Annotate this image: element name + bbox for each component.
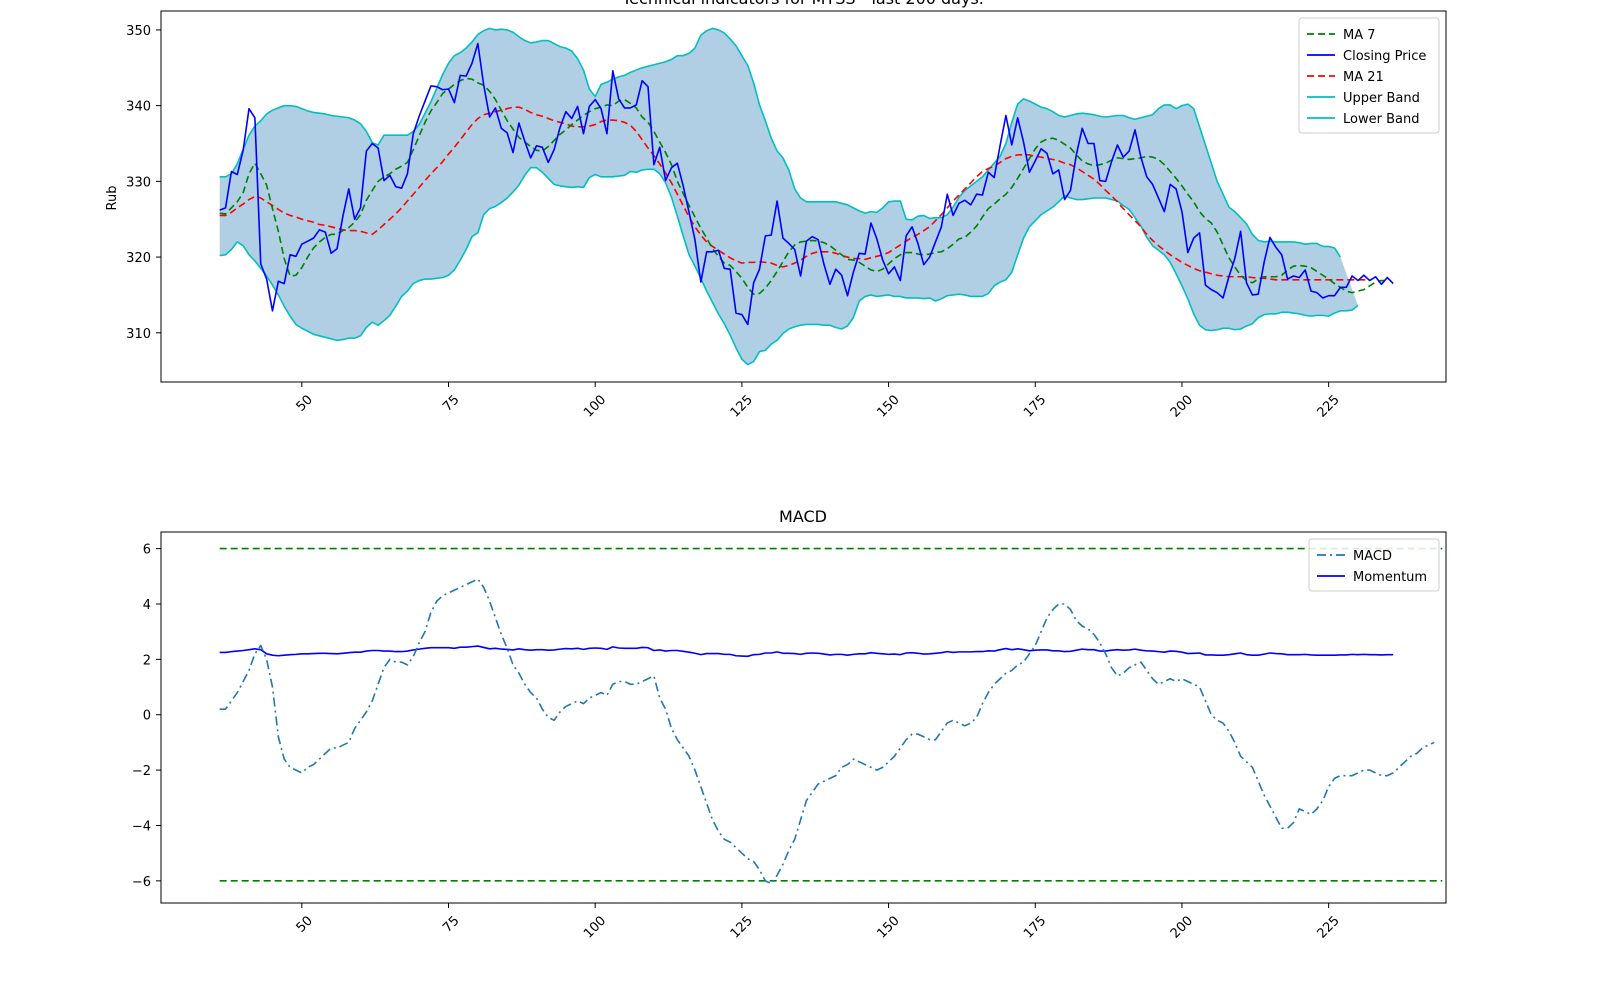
y-tick-label: 4 [143,598,151,613]
x-tick-label: 50 [294,392,316,414]
x-tick-label: 75 [440,913,462,935]
y-tick-label: 320 [126,251,151,266]
y-tick-label: 330 [126,175,151,190]
series-lower-band [219,166,1359,366]
legend-label: Lower Band [1343,112,1419,127]
series-closing-price [219,42,1394,326]
bollinger-band-fill [219,28,1358,365]
macd-chart-x-ticks: 50 75 100 125 150 175 200 225 [294,903,1343,942]
price-chart-series [219,27,1394,366]
macd-chart: MACD 50 75 100 125 150 175 200 225 −6 −4 −2 0 2 4 6 M… [132,507,1447,942]
y-tick-label: 2 [143,653,151,668]
legend-label: MA 7 [1343,28,1376,43]
legend-label: MACD [1353,549,1392,564]
legend-label: Closing Price [1343,49,1426,64]
macd-chart-title: MACD [779,507,827,526]
macd-chart-series [219,547,1443,885]
legend-label: Upper Band [1343,91,1420,106]
y-tick-label: −6 [132,875,151,890]
x-tick-label: 225 [1315,913,1343,941]
legend-label: Momentum [1353,570,1427,585]
x-tick-label: 50 [294,913,316,935]
series-macd [219,578,1435,885]
price-chart-y-ticks: 310 320 330 340 350 [126,24,161,342]
y-tick-label: 350 [126,24,151,39]
price-chart-x-ticks: 50 75 100 125 150 175 200 225 [294,382,1343,421]
band-area [219,28,1358,365]
legend-box [1308,538,1440,592]
x-tick-label: 125 [728,392,756,420]
x-tick-label: 200 [1168,913,1196,941]
x-tick-label: 75 [440,392,462,414]
x-tick-label: 100 [581,913,609,941]
y-tick-label: 340 [126,100,151,115]
price-chart-y-label: Rub [105,186,120,211]
y-tick-label: −4 [132,819,151,834]
x-tick-label: 200 [1168,392,1196,420]
macd-chart-frame [160,531,1447,904]
price-chart-legend: MA 7 Closing Price MA 21 Upper Band Lower Ba… [1298,17,1440,134]
legend-label: MA 21 [1343,70,1384,85]
x-tick-label: 150 [874,913,902,941]
y-tick-label: 6 [143,543,151,558]
series-upper-band [219,27,1342,258]
series-ma-7 [219,77,1388,295]
macd-chart-y-ticks: −6 −4 −2 0 2 4 6 [132,543,161,890]
x-tick-label: 125 [728,913,756,941]
x-tick-label: 100 [581,392,609,420]
price-chart-frame [160,10,1447,383]
macd-chart-legend: MACD Momentum [1308,538,1440,592]
y-tick-label: 0 [143,709,151,724]
series-ma-21 [219,106,1370,281]
y-tick-label: −2 [132,764,151,779]
legend-box [1298,17,1440,134]
x-tick-label: 150 [874,392,902,420]
x-tick-label: 175 [1021,913,1049,941]
y-tick-label: 310 [126,327,151,342]
x-tick-label: 225 [1315,392,1343,420]
price-chart-title: Technical indicators for MTSS - last 200… [621,0,984,8]
price-chart: Technical indicators for MTSS - last 200… [105,0,1447,421]
series-momentum [219,645,1394,658]
x-tick-label: 175 [1021,392,1049,420]
